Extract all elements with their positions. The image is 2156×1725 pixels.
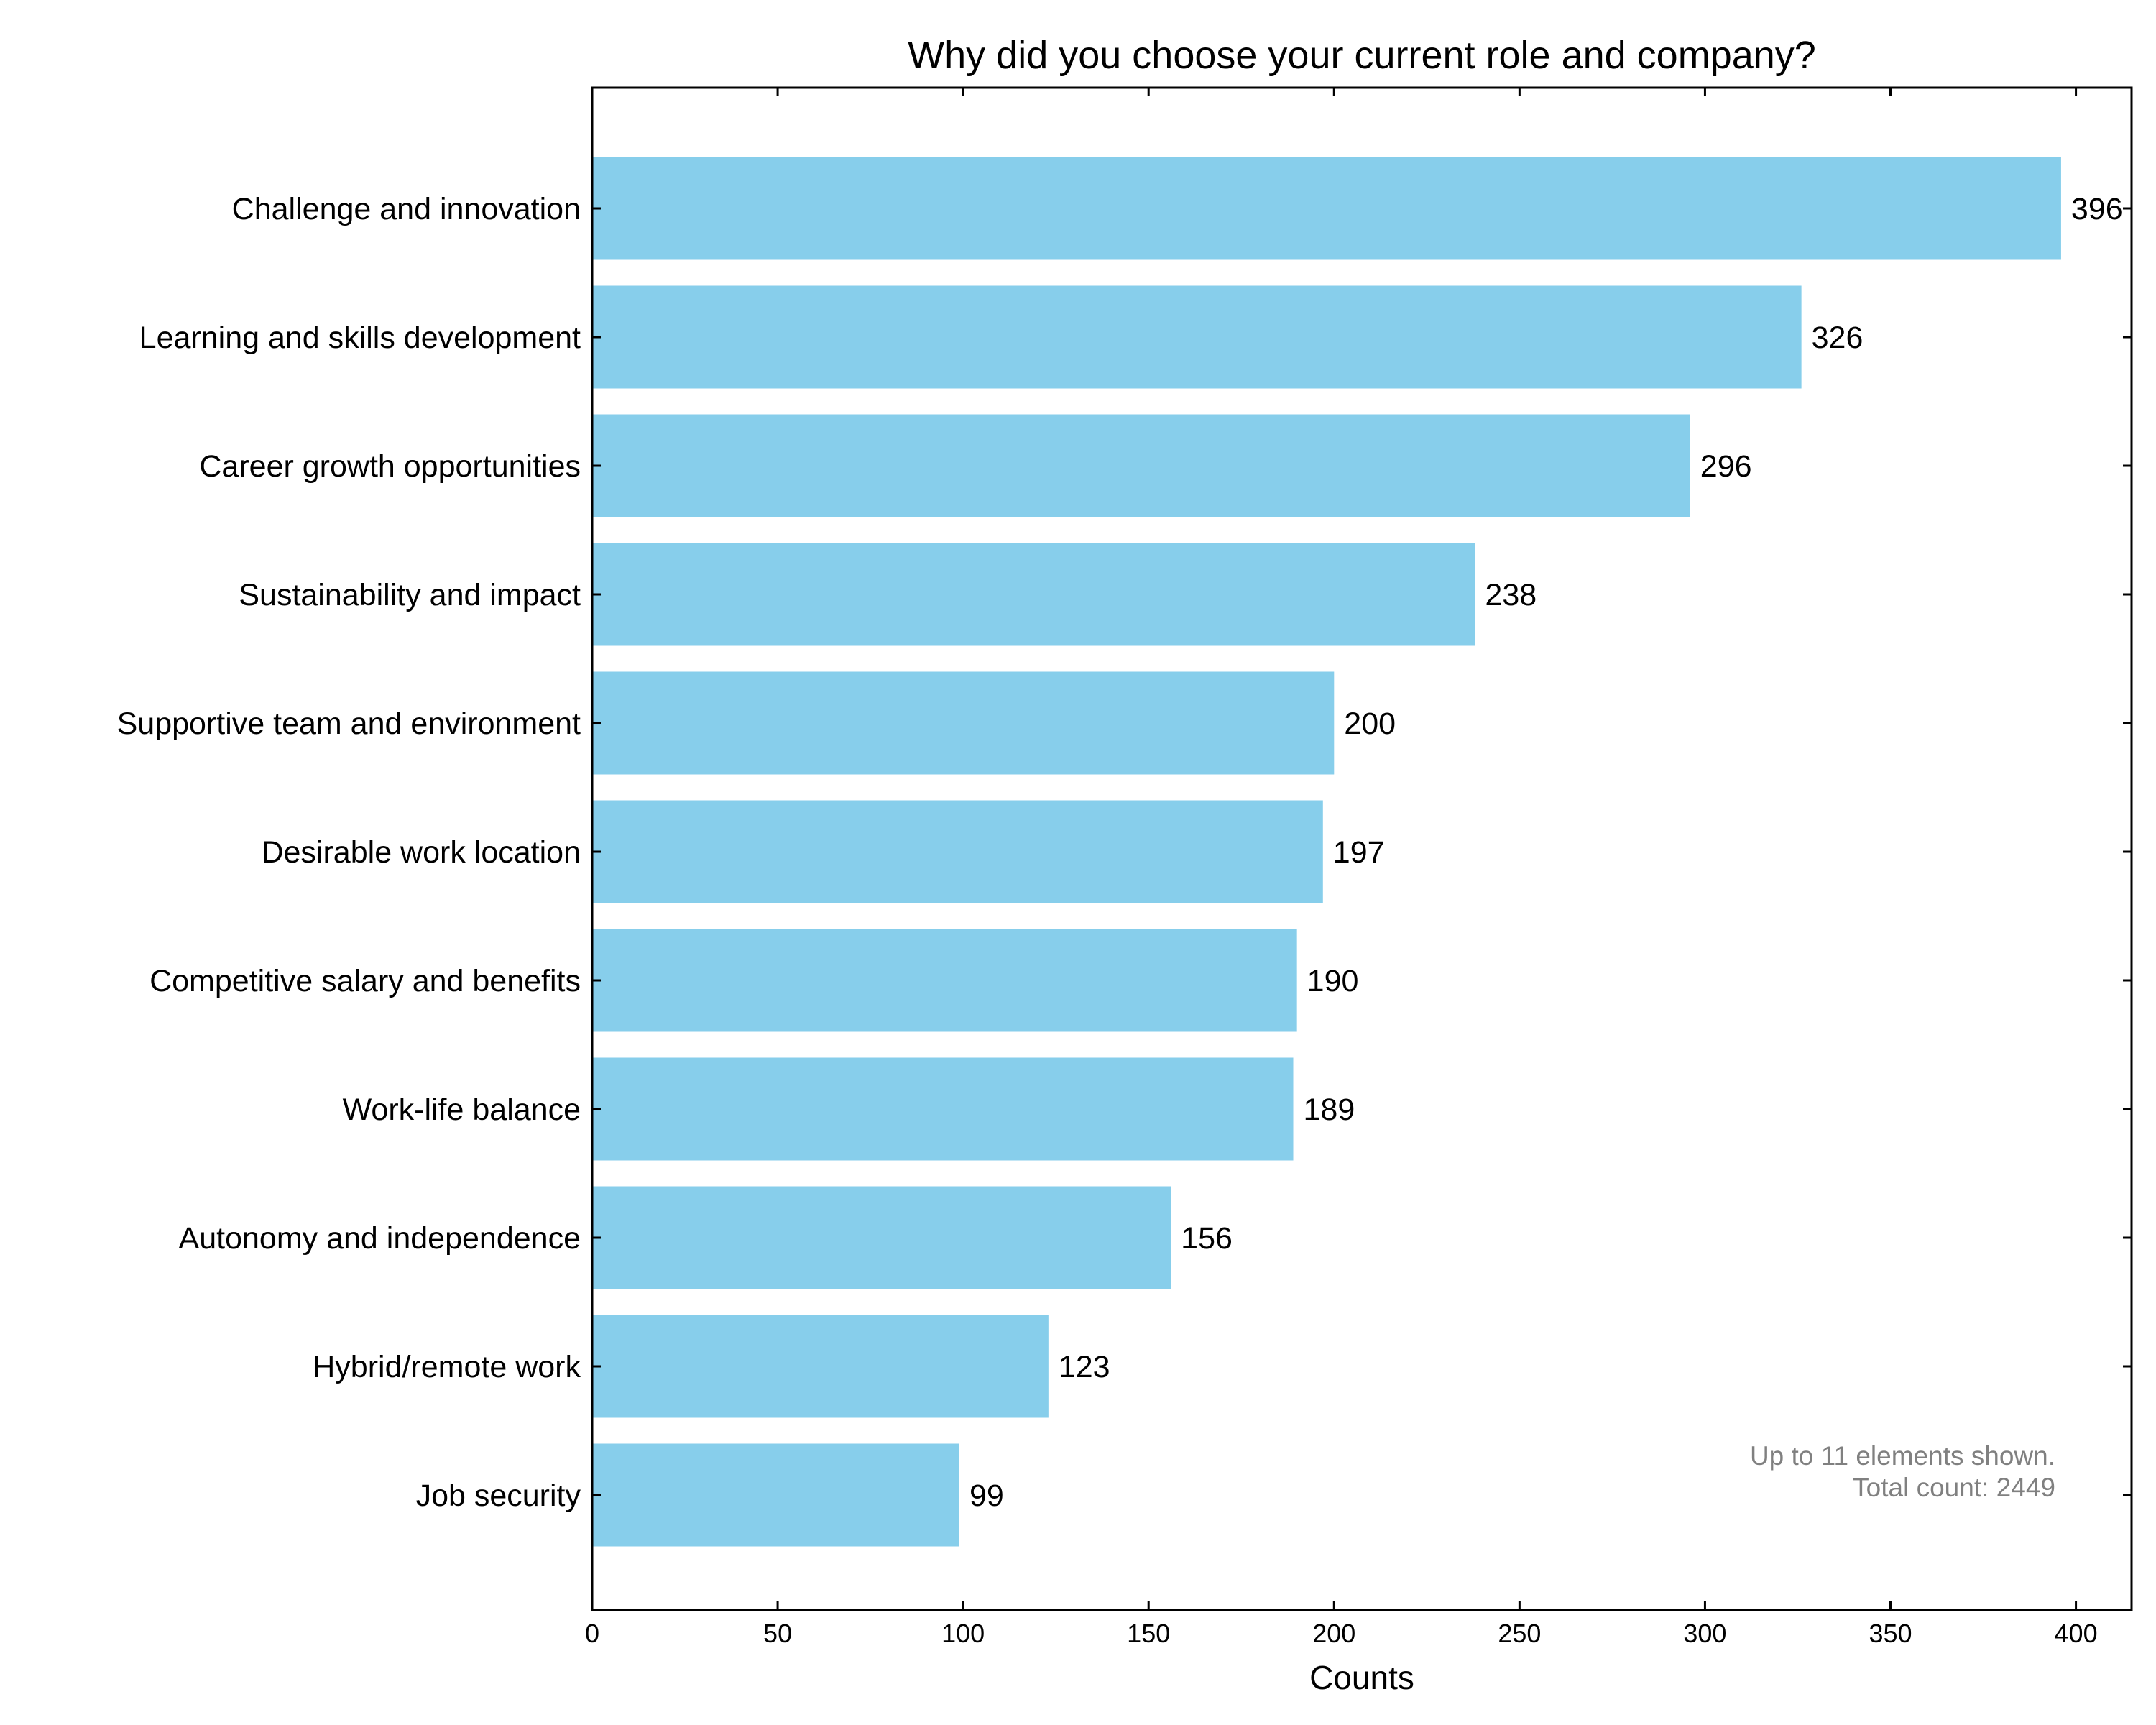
bar-value-label: 190	[1307, 964, 1359, 998]
x-tick-label: 100	[941, 1619, 985, 1648]
bars	[592, 157, 2061, 1547]
value-labels: 396 326 296 238 200 197 190 189 156 123 99	[969, 192, 2123, 1513]
x-axis-label: Counts	[1309, 1659, 1414, 1696]
x-tick-label: 50	[763, 1619, 792, 1648]
category-label: Learning and skills development	[139, 321, 581, 355]
category-label: Desirable work location	[261, 835, 581, 870]
bar	[592, 671, 1335, 775]
x-tick-label: 350	[1869, 1619, 1912, 1648]
bar	[592, 800, 1323, 903]
category-label: Autonomy and independence	[179, 1221, 581, 1256]
bar-value-label: 238	[1485, 578, 1537, 612]
bar-value-label: 200	[1344, 707, 1396, 741]
category-label: Work-life balance	[343, 1092, 581, 1127]
bar	[592, 543, 1475, 646]
annotation-line-2: Total count: 2449	[1853, 1473, 2055, 1502]
category-label: Hybrid/remote work	[313, 1350, 581, 1384]
bar-value-label: 326	[1812, 321, 1864, 355]
annotation-line-1: Up to 11 elements shown.	[1750, 1441, 2055, 1471]
bar-value-label: 156	[1181, 1221, 1233, 1256]
bar-value-label: 396	[2071, 192, 2123, 226]
category-label: Competitive salary and benefits	[149, 964, 581, 998]
bar	[592, 1443, 959, 1547]
x-tick-label: 400	[2055, 1619, 2098, 1648]
bar	[592, 285, 1802, 389]
bar	[592, 1186, 1171, 1289]
bar	[592, 157, 2061, 260]
plot-frame	[591, 86, 2133, 1611]
category-label: Career growth opportunities	[199, 449, 581, 484]
bar-value-label: 189	[1304, 1092, 1355, 1127]
x-tick-label: 150	[1127, 1619, 1170, 1648]
chart-title: Why did you choose your current role and…	[908, 34, 1816, 77]
category-labels: Challenge and innovation Learning and ski…	[117, 192, 581, 1513]
bar	[592, 929, 1297, 1032]
x-tick-label: 250	[1498, 1619, 1541, 1648]
bar	[592, 1315, 1049, 1418]
category-label: Sustainability and impact	[239, 578, 581, 612]
bar-value-label: 123	[1059, 1350, 1110, 1384]
category-label: Challenge and innovation	[232, 192, 581, 226]
bar-value-label: 296	[1700, 449, 1752, 484]
x-tick-label: 300	[1683, 1619, 1726, 1648]
bar	[592, 1057, 1294, 1161]
x-tick-label: 200	[1312, 1619, 1355, 1648]
bar-value-label: 99	[969, 1478, 1004, 1513]
bar	[592, 414, 1690, 518]
ticks: 0 50 100 150 200 250 300 350 400	[585, 88, 2132, 1648]
category-label: Supportive team and environment	[117, 707, 581, 741]
x-tick-label: 0	[585, 1619, 599, 1648]
bar-value-label: 197	[1333, 835, 1385, 870]
category-label: Job security	[416, 1478, 581, 1513]
